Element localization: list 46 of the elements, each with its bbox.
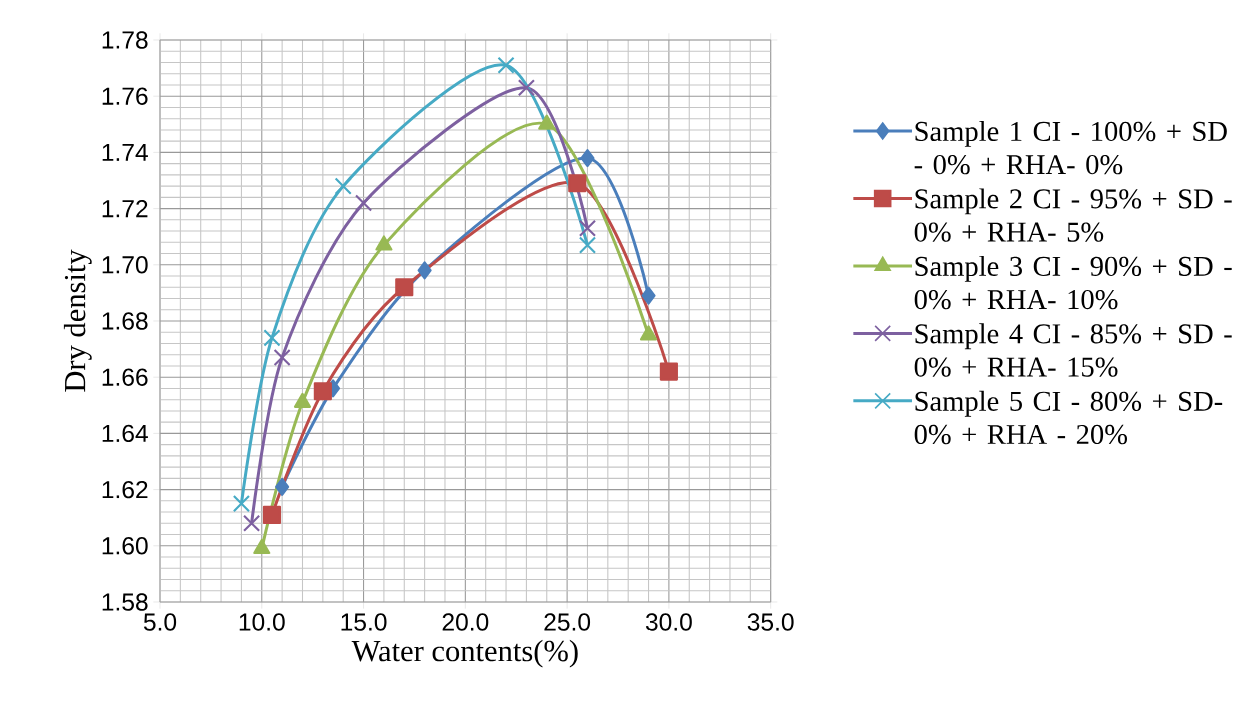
y-tick-label: 1.74 (102, 143, 148, 161)
point (395, 278, 414, 297)
point (578, 219, 597, 237)
y-tick-label: 1.60 (102, 537, 148, 555)
point (417, 261, 432, 280)
point (273, 348, 291, 367)
point (578, 236, 597, 254)
legend-label: Sample 4 CI - 85% + SD - 0% + RHA- 15% (914, 323, 1232, 377)
point (232, 495, 251, 513)
point (354, 194, 373, 212)
y-tick-label: 1.70 (102, 256, 148, 274)
y-tick-label: 1.64 (102, 424, 148, 443)
legend-label: Sample 2 CI - 95% + SD - 0% + RHA- 5% (914, 188, 1232, 242)
point (497, 56, 515, 74)
x-tick-label: 25.0 (544, 613, 591, 631)
x-tick-label: 20.0 (442, 613, 489, 631)
y-tick-label: 1.78 (102, 31, 148, 49)
y-tick-label: 1.58 (102, 593, 148, 611)
point (659, 362, 678, 381)
point (275, 477, 290, 496)
point (313, 382, 332, 401)
point (242, 514, 261, 532)
point (263, 329, 281, 347)
point (580, 148, 595, 168)
y-tick-label: 1.66 (102, 368, 148, 386)
point (334, 177, 352, 195)
x-tick-label: 5.0 (143, 613, 177, 631)
point (253, 538, 271, 555)
y-tick-label: 1.76 (102, 87, 148, 105)
y-tick-label: 1.68 (102, 312, 148, 330)
legend-label: Sample 3 CI - 90% + SD - 0% + RHA- 10% (914, 255, 1232, 310)
point (639, 325, 658, 341)
y-axis-title: Dry density (63, 249, 92, 392)
point (641, 286, 656, 305)
x-tick-label: 35.0 (747, 613, 794, 631)
legend-label: Sample 1 CI - 100% + SD - 0% + RHA- 0% (914, 120, 1227, 175)
point (262, 505, 282, 524)
legend-label: Sample 5 CI - 80% + SD- 0% + RHA - 20% (914, 390, 1223, 445)
point (517, 79, 536, 97)
y-tick-label: 1.62 (102, 480, 148, 499)
x-axis-title: Water contents(%) (351, 639, 578, 668)
y-tick-label: 1.72 (102, 200, 148, 218)
x-tick-label: 10.0 (239, 613, 285, 631)
x-tick-label: 15.0 (341, 613, 387, 631)
point (568, 174, 587, 193)
x-tick-label: 30.0 (645, 613, 692, 631)
